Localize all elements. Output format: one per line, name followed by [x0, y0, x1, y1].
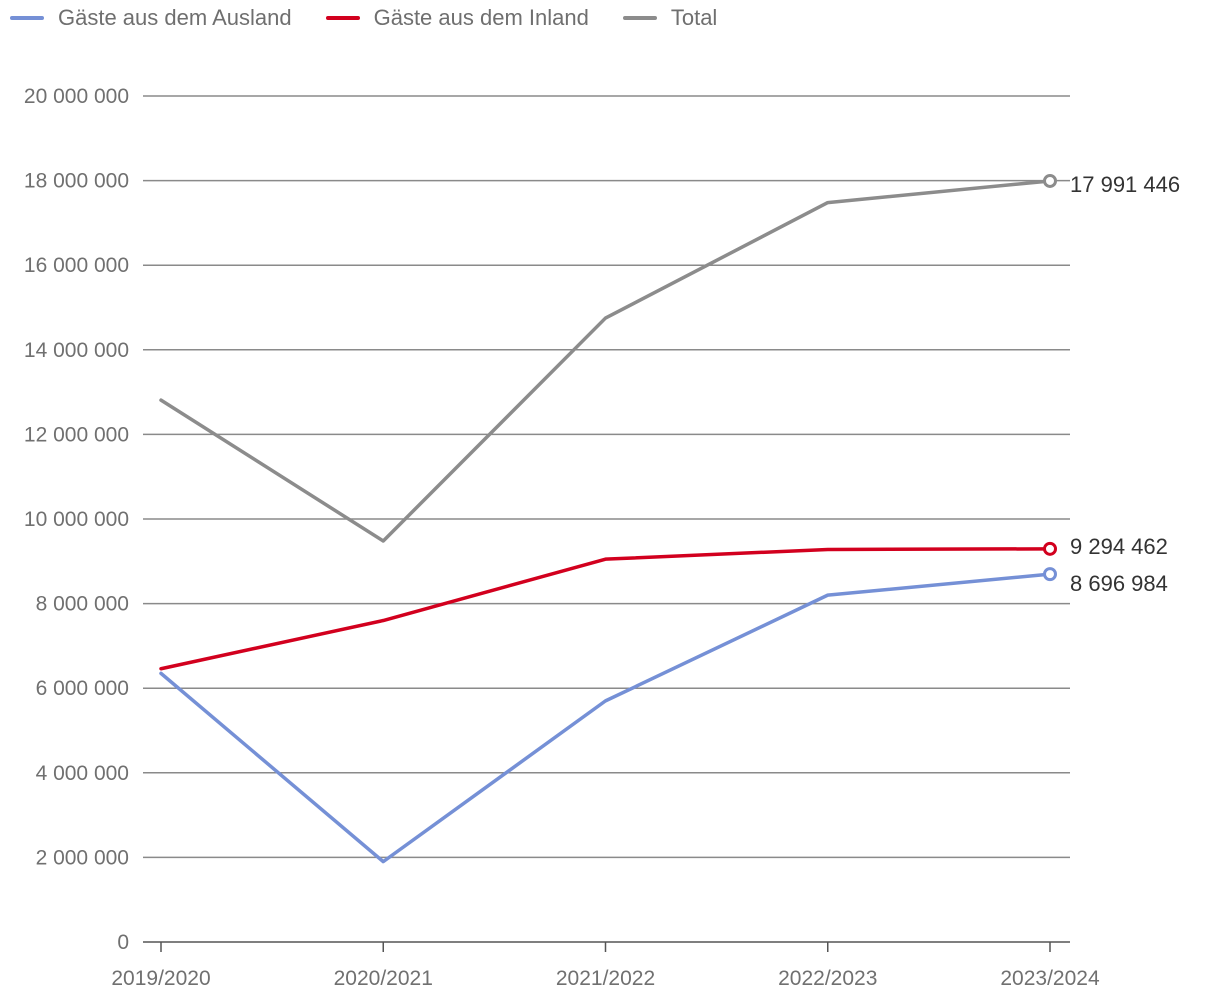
y-tick-label: 0: [117, 931, 129, 954]
series-line: [159, 179, 1052, 543]
legend: Gäste aus dem Ausland Gäste aus dem Inlan…: [10, 4, 751, 32]
legend-item[interactable]: Total: [622, 5, 718, 31]
y-tick-label: 14 000 000: [24, 339, 129, 362]
y-tick-label: 20 000 000: [24, 85, 129, 108]
y-axis-ticks: 0 2 000 000 4 000 000 6 000 000 8 000 000 10 …: [24, 85, 129, 954]
y-tick-label: 2 000 000: [36, 846, 129, 869]
x-tick-label: 2020/2021: [334, 967, 433, 990]
end-point-marker: [1043, 567, 1057, 582]
end-point-marker: [1043, 173, 1057, 188]
y-tick-label: 8 000 000: [36, 593, 129, 616]
y-tick-label: 16 000 000: [24, 254, 129, 277]
series-lines: [159, 179, 1052, 864]
y-tick-label: 10 000 000: [24, 508, 129, 531]
x-tick-label: 2019/2020: [111, 967, 210, 990]
x-tick-label: 2021/2022: [556, 967, 655, 990]
legend-item[interactable]: Gäste aus dem Inland: [325, 5, 589, 31]
x-tick-label: 2022/2023: [778, 967, 877, 990]
grid-lines: [143, 95, 1070, 859]
series-line: [159, 547, 1052, 671]
y-tick-label: 12 000 000: [24, 423, 129, 446]
y-tick-label: 18 000 000: [24, 170, 129, 193]
legend-swatch: [10, 16, 44, 20]
legend-swatch: [622, 16, 657, 20]
legend-swatch: [325, 16, 360, 20]
end-value-label: 17 991 446: [1070, 172, 1180, 197]
legend-item[interactable]: Gäste aus dem Ausland: [10, 5, 292, 31]
legend-label: Total: [670, 5, 718, 30]
y-tick-label: 4 000 000: [36, 762, 129, 785]
end-markers: 17 991 446 9 294 462 8 696 984: [1043, 172, 1180, 596]
y-tick-label: 6 000 000: [36, 677, 129, 700]
x-tick-label: 2023/2024: [1000, 967, 1100, 990]
series-line: [159, 572, 1052, 864]
legend-label: Gäste aus dem Ausland: [58, 5, 292, 30]
x-axis: 2019/2020 2020/2021 2021/2022 2022/2023 2023…: [111, 941, 1100, 990]
end-value-label: 8 696 984: [1070, 571, 1168, 596]
end-value-label: 9 294 462: [1070, 534, 1168, 559]
end-point-marker: [1043, 541, 1057, 556]
legend-label: Gäste aus dem Inland: [373, 5, 589, 30]
